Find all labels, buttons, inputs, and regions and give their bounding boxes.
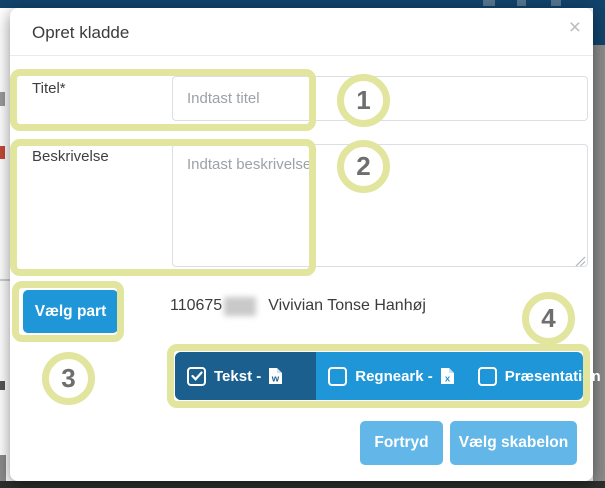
description-label: Beskrivelse (32, 148, 109, 165)
word-file-icon: w (269, 368, 283, 384)
background-text-fragment (0, 381, 5, 390)
background-divider-fragment (0, 279, 10, 281)
background-text-fragment (0, 146, 5, 159)
checkmark-icon (190, 371, 203, 381)
template-type-bar: Tekst - w Regneark - x (175, 352, 605, 400)
description-textarea[interactable] (172, 144, 588, 267)
title-input[interactable] (172, 76, 588, 121)
party-id: 110675 (170, 297, 223, 314)
close-icon[interactable]: × (568, 16, 581, 39)
textarea-resize-handle[interactable] (575, 254, 586, 267)
svg-text:w: w (271, 374, 280, 384)
background-text-fragment (0, 92, 5, 106)
select-party-button[interactable]: Vælg part (23, 290, 118, 333)
background-right-navy (593, 0, 605, 45)
redacted-id-blur (224, 296, 257, 316)
template-option-praesentation[interactable]: Præsentation - p (466, 352, 605, 400)
checkbox-regneark[interactable] (328, 366, 348, 386)
background-topbar-shape (483, 0, 495, 6)
create-draft-modal: Opret kladde × Titel* Beskrivelse Vælg p… (10, 8, 605, 481)
checkbox-tekst[interactable] (187, 366, 206, 386)
background-text-fragment (0, 455, 6, 481)
title-label: Titel* (32, 80, 66, 97)
modal-title: Opret kladde (32, 23, 130, 42)
background-page-topbar (0, 0, 605, 8)
svg-text:x: x (445, 374, 451, 384)
party-name: Vivivian Tonse Hanhøj (268, 297, 426, 314)
background-topbar-shape (551, 0, 561, 6)
template-option-label: Regneark - (355, 367, 433, 385)
cancel-button[interactable]: Fortryd (360, 421, 443, 465)
background-bottom-bar (0, 481, 605, 488)
template-option-tekst[interactable]: Tekst - w (175, 352, 317, 400)
party-row: 110675 Vivivian Tonse Hanhøj (170, 295, 426, 317)
header-divider (10, 55, 593, 56)
background-topbar-shape (517, 0, 526, 6)
template-option-regneark[interactable]: Regneark - x (316, 352, 466, 400)
template-option-label: Præsentation - (504, 367, 605, 385)
spreadsheet-file-icon: x (440, 368, 454, 384)
choose-template-button[interactable]: Vælg skabelon (450, 421, 577, 465)
checkbox-praesentation[interactable] (477, 366, 497, 386)
background-right-edge (593, 45, 605, 482)
template-option-label: Tekst - (214, 367, 262, 385)
